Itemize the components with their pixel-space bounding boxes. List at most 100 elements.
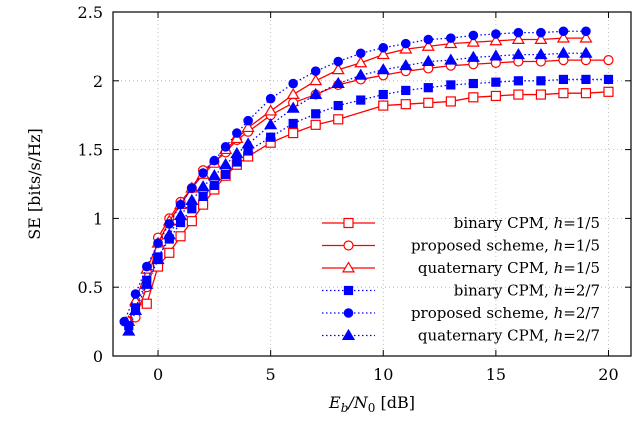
data-point xyxy=(400,99,411,110)
data-point xyxy=(288,78,298,89)
data-point xyxy=(310,119,321,130)
data-point xyxy=(491,29,501,39)
data-point xyxy=(491,77,501,87)
data-point xyxy=(311,109,321,119)
data-point xyxy=(219,158,233,170)
data-point xyxy=(119,316,130,327)
data-point xyxy=(378,100,389,111)
data-point xyxy=(513,76,523,86)
legend-marker xyxy=(341,261,356,273)
data-point xyxy=(243,115,253,126)
legend: binary CPM, h=1/5 proposed scheme, h=1/5 q… xyxy=(322,214,600,345)
data-point xyxy=(187,183,197,193)
y-axis-title: SE [bits/s/Hz] xyxy=(25,128,44,240)
y-tick-label: 2.5 xyxy=(78,3,103,22)
data-point xyxy=(310,66,321,76)
data-point xyxy=(141,261,152,272)
data-point xyxy=(399,58,413,71)
data-point xyxy=(421,39,435,51)
legend-marker xyxy=(343,217,354,229)
data-point xyxy=(421,54,435,66)
data-point xyxy=(423,97,434,108)
data-point xyxy=(468,78,478,89)
data-point xyxy=(513,27,524,38)
data-point xyxy=(378,89,388,100)
x-axis-title-sub-0: 0 xyxy=(368,401,376,415)
data-point xyxy=(445,96,456,107)
data-point xyxy=(309,87,323,100)
data-point xyxy=(536,27,546,38)
data-point xyxy=(198,168,208,178)
data-point xyxy=(534,32,548,44)
series-5 xyxy=(122,46,593,336)
data-point xyxy=(309,74,323,86)
data-point xyxy=(232,157,242,167)
data-point xyxy=(331,63,345,75)
x-axis-title: Eb/N0 [dB] xyxy=(328,393,415,415)
data-point xyxy=(444,53,458,65)
data-point xyxy=(356,95,366,105)
y-tick-label: 1 xyxy=(93,209,103,228)
data-point xyxy=(196,180,210,192)
data-point xyxy=(266,132,276,142)
data-point xyxy=(511,47,525,60)
data-point xyxy=(209,180,219,190)
data-point xyxy=(558,74,569,85)
data-point xyxy=(534,47,548,60)
legend-label: proposed scheme, h=1/5 xyxy=(411,237,600,255)
data-point xyxy=(489,34,503,46)
series-4 xyxy=(119,26,591,327)
data-point xyxy=(175,199,186,210)
data-point xyxy=(446,80,456,90)
data-point xyxy=(264,118,278,130)
x-axis-title-unit: [dB] xyxy=(375,393,415,412)
data-point xyxy=(232,128,242,138)
data-point xyxy=(333,56,344,67)
data-point xyxy=(130,289,141,299)
data-point xyxy=(536,76,546,86)
data-point xyxy=(423,34,434,45)
data-point xyxy=(468,92,479,103)
data-point xyxy=(187,204,197,214)
data-point xyxy=(164,219,175,229)
x-axis-title-e: E xyxy=(328,393,341,412)
legend-marker xyxy=(343,240,354,251)
data-point xyxy=(376,63,390,75)
data-point xyxy=(535,89,547,100)
data-point xyxy=(511,32,525,44)
data-point xyxy=(141,298,152,309)
data-point xyxy=(153,238,163,248)
data-point xyxy=(354,68,368,80)
data-point xyxy=(264,104,278,116)
data-point xyxy=(286,87,300,100)
legend-marker xyxy=(343,285,354,296)
data-point xyxy=(207,169,221,181)
legend-label: binary CPM, h=2/7 xyxy=(454,282,600,300)
data-point xyxy=(241,120,255,133)
legend-label: proposed scheme, h=2/7 xyxy=(411,304,600,322)
data-point xyxy=(401,85,411,96)
data-point xyxy=(220,142,231,152)
data-point xyxy=(354,56,368,68)
data-point xyxy=(378,42,389,53)
grid xyxy=(113,11,631,357)
data-point xyxy=(331,76,345,89)
data-point xyxy=(556,31,570,43)
data-point xyxy=(209,155,220,166)
axis-ticks: 0 5 10 15 20 0 0.5 1 1.5 2 2.5 xyxy=(78,3,631,384)
data-point xyxy=(556,46,570,58)
data-point xyxy=(603,55,614,66)
data-point xyxy=(489,49,503,61)
data-point xyxy=(581,74,591,85)
data-point xyxy=(333,100,343,111)
data-point xyxy=(185,193,199,205)
legend-label: quaternary CPM, h=2/7 xyxy=(418,327,600,345)
data-point xyxy=(186,216,197,227)
data-point xyxy=(581,26,591,37)
data-point xyxy=(122,324,136,336)
y-tick-label: 0.5 xyxy=(78,278,103,297)
data-point xyxy=(175,231,186,242)
x-tick-label: 5 xyxy=(266,365,276,384)
x-axis-title-n: /N xyxy=(346,393,368,412)
